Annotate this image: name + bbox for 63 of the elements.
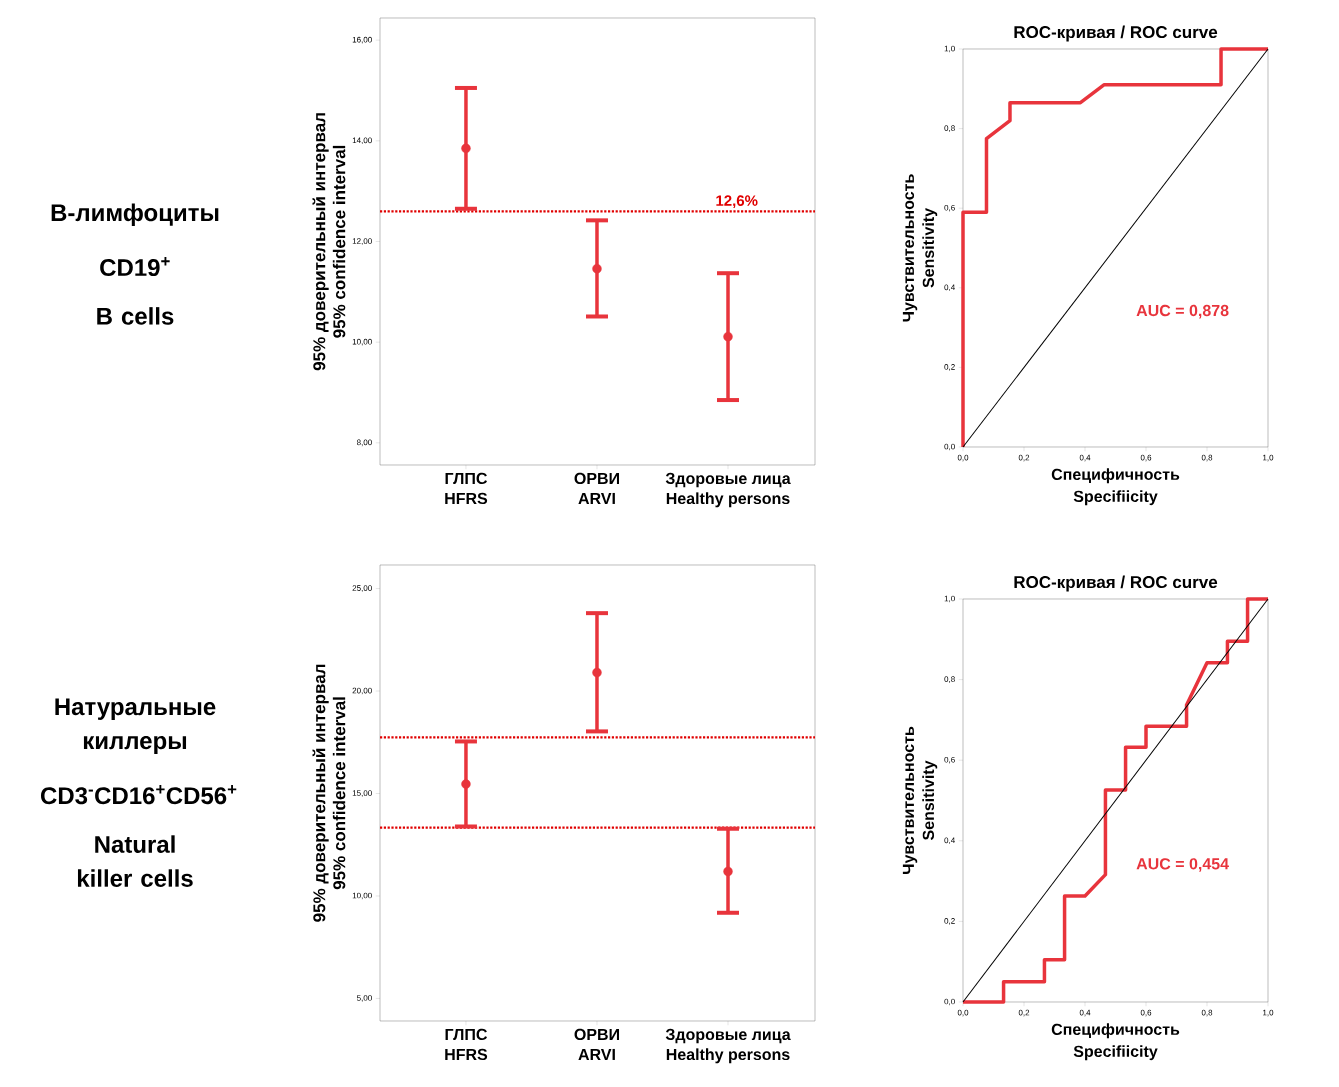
x-tick-label: ГЛПС HFRS (445, 472, 488, 505)
x-tick-label: ОРВИ ARVI (574, 472, 619, 504)
x-tick-label: ГЛПС HFRS (445, 1028, 488, 1061)
chart-title: ROC-кривая / ROC curve (1014, 25, 1218, 42)
ref-line-label: 12,6% (716, 195, 758, 209)
y-tick-label: 25,00 (352, 585, 372, 592)
y-tick-label: 0,4 (944, 284, 955, 292)
y-tick-label: 0,4 (944, 837, 955, 845)
text: Натуральные киллеры (55, 698, 216, 755)
annotation: AUC = 0,454 (1136, 858, 1229, 872)
x-tick-label: 0,6 (1140, 1009, 1152, 1017)
y-tick-label: 0,6 (944, 204, 955, 212)
y-tick-label: 5,00 (356, 995, 372, 1002)
x-tick-label: ОРВИ ARVI (574, 1028, 619, 1060)
y-tick-label: 1,0 (944, 45, 955, 53)
y-axis-title: Чувствительность Sensitivity (902, 726, 938, 874)
y-tick-label: 0,8 (944, 125, 955, 132)
annotation: AUC = 0,878 (1136, 304, 1229, 319)
x-axis-title: Специфичность Specifiicity (1051, 1023, 1180, 1061)
text: CD3$^{-}$CD16$^{+}$CD56$^{+}$ (41, 785, 237, 805)
point (723, 331, 733, 342)
y-axis-title: 95% доверительный интервал 95% confidence interval (312, 113, 346, 371)
text: CD19$^{+}$ (100, 256, 170, 277)
y-tick-label: 0,2 (944, 918, 955, 925)
chart-title: ROC-кривая / ROC curve (1014, 575, 1218, 592)
y-tick-label: 0,6 (944, 756, 955, 764)
x-tick-label: 1,0 (1263, 1009, 1274, 1017)
point (723, 866, 733, 877)
x-tick-label: Здоровые лица Healthy persons (665, 472, 791, 508)
x-tick-label: 1,0 (1263, 454, 1274, 462)
y-tick-label: 0,8 (944, 676, 955, 683)
y-tick-label: 20,00 (352, 687, 372, 695)
x-tick-label: 0,2 (1018, 454, 1030, 462)
y-tick-label: 15,00 (352, 790, 372, 797)
y-tick-label: 1,0 (944, 595, 955, 603)
x-tick-label: 0,4 (1079, 1009, 1091, 1017)
x-tick-label: 0,6 (1140, 454, 1152, 462)
text: В-лимфоциты (51, 203, 219, 226)
y-axis-title: Чувствительность Sensitivity (902, 174, 938, 322)
x-tick-label: 0,8 (1201, 454, 1213, 462)
y-tick-label: 0,0 (944, 443, 955, 451)
y-axis-title: 95% доверительный интервал 95% confidence interval (312, 664, 346, 922)
x-tick-label: 0,4 (1079, 454, 1091, 462)
y-tick-label: 10,00 (352, 892, 372, 900)
text: B cells (97, 307, 174, 325)
point (461, 779, 471, 789)
y-tick-label: 16,00 (352, 36, 372, 44)
y-tick-label: 0,0 (944, 998, 955, 1006)
x-tick-label: 0,2 (1018, 1009, 1030, 1017)
y-tick-label: 10,00 (352, 338, 372, 346)
y-tick-label: 12,00 (352, 238, 372, 245)
x-tick-label: 0,0 (957, 1009, 969, 1017)
x-tick-label: 0,8 (1201, 1009, 1213, 1017)
y-tick-label: 8,00 (356, 439, 372, 447)
point (592, 263, 602, 274)
x-tick-label: Здоровые лица Healthy persons (665, 1028, 791, 1064)
text: Natural killer cells (77, 835, 193, 887)
point (592, 667, 602, 678)
point (461, 143, 471, 154)
y-tick-label: 0,2 (944, 364, 955, 371)
y-tick-label: 14,00 (352, 137, 372, 145)
x-tick-label: 0,0 (957, 454, 969, 462)
x-axis-title: Специфичность Specifiicity (1051, 468, 1180, 506)
